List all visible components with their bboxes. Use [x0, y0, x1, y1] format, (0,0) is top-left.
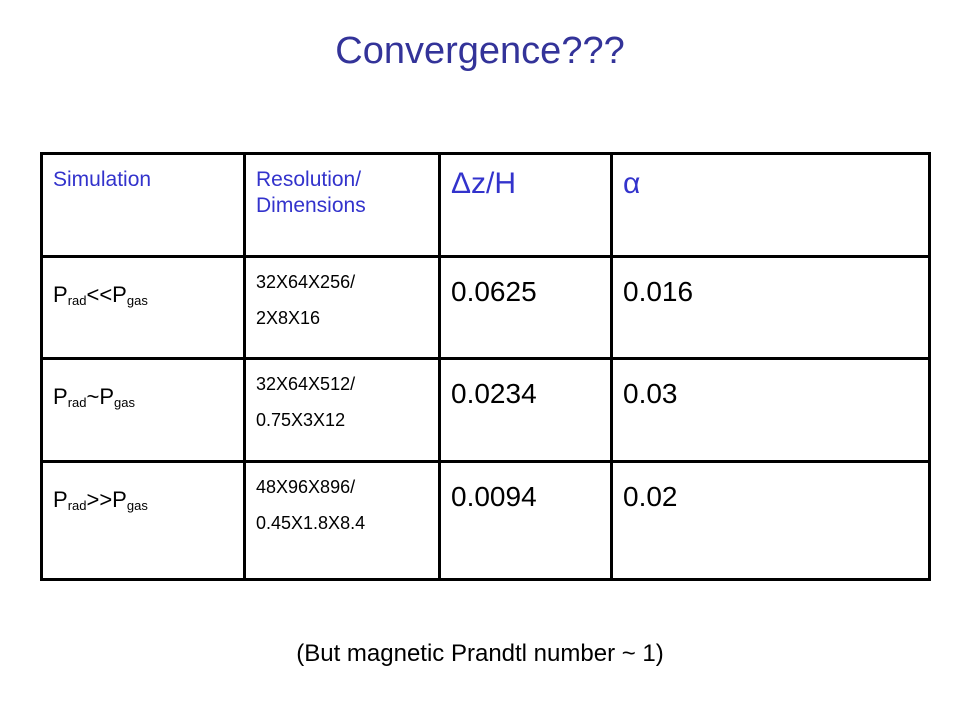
value: 0.016 [623, 276, 694, 307]
table-cell: Prad~Pgas [40, 357, 246, 463]
header-cell: Simulation [40, 152, 246, 258]
resolution: 32X64X512/0.75X3X12 [256, 366, 428, 438]
resolution-line: 2X8X16 [256, 308, 321, 328]
value: 0.0094 [451, 481, 537, 512]
resolution-line: 32X64X256/ [256, 272, 356, 292]
resolution-line: 32X64X512/ [256, 374, 356, 394]
table-cell: 0.03 [610, 357, 931, 463]
header-cell: Δz/H [438, 152, 613, 258]
resolution-line: 48X96X896/ [256, 477, 356, 497]
header-text: Simulation [53, 168, 152, 191]
resolution: 32X64X256/2X8X16 [256, 264, 428, 336]
subscript: rad [67, 293, 87, 308]
label-part: P [53, 384, 68, 409]
table-body: Simulation Resolution/ Dimensions Δz/H α Pra… [40, 152, 931, 581]
table-cell: 0.02 [610, 460, 931, 581]
label-part: >>P [86, 487, 127, 512]
table-cell: 32X64X256/2X8X16 [243, 255, 441, 360]
table-cell: 0.016 [610, 255, 931, 360]
header-text: α [623, 167, 641, 200]
table-cell: 0.0234 [438, 357, 613, 463]
resolution: 48X96X896/0.45X1.8X8.4 [256, 469, 428, 541]
table-row: Prad~Pgas 32X64X512/0.75X3X12 0.0234 0.03 [40, 357, 931, 463]
label-part: P [53, 282, 68, 307]
table-cell: Prad<<Pgas [40, 255, 246, 360]
label-part: ~P [86, 384, 115, 409]
table-cell: Prad>>Pgas [40, 460, 246, 581]
value: 0.0234 [451, 378, 537, 409]
label-part: P [53, 487, 68, 512]
sim-label: Prad<<Pgas [53, 270, 233, 308]
value: 0.03 [623, 378, 678, 409]
header-row: Simulation Resolution/ Dimensions Δz/H α [40, 152, 931, 258]
subscript: gas [126, 293, 148, 308]
sim-label: Prad>>Pgas [53, 475, 233, 513]
footnote: (But magnetic Prandtl number ~ 1) [296, 640, 664, 667]
table-row: Prad<<Pgas 32X64X256/2X8X16 0.0625 0.016 [40, 255, 931, 360]
subscript: gas [126, 498, 148, 513]
table-cell: 0.0094 [438, 460, 613, 581]
table: Simulation Resolution/ Dimensions Δz/H α Pra… [40, 152, 931, 581]
resolution-line: 0.45X1.8X8.4 [256, 513, 366, 533]
table-row: Prad>>Pgas 48X96X896/0.45X1.8X8.4 0.0094 0.… [40, 460, 931, 581]
subscript: rad [67, 498, 87, 513]
header-text: Resolution/ Dimensions [256, 168, 366, 217]
sim-label: Prad~Pgas [53, 372, 233, 410]
table-cell: 0.0625 [438, 255, 613, 360]
header-text: Δz/H [451, 167, 517, 200]
value: 0.0625 [451, 276, 537, 307]
subscript: rad [67, 395, 87, 410]
header-cell: Resolution/ Dimensions [243, 152, 441, 258]
label-part: <<P [86, 282, 127, 307]
resolution-line: 0.75X3X12 [256, 410, 346, 430]
title: Convergence??? [335, 30, 625, 72]
table-cell: 48X96X896/0.45X1.8X8.4 [243, 460, 441, 581]
subscript: gas [114, 395, 135, 410]
table-cell: 32X64X512/0.75X3X12 [243, 357, 441, 463]
value: 0.02 [623, 481, 678, 512]
header-cell: α [610, 152, 931, 258]
